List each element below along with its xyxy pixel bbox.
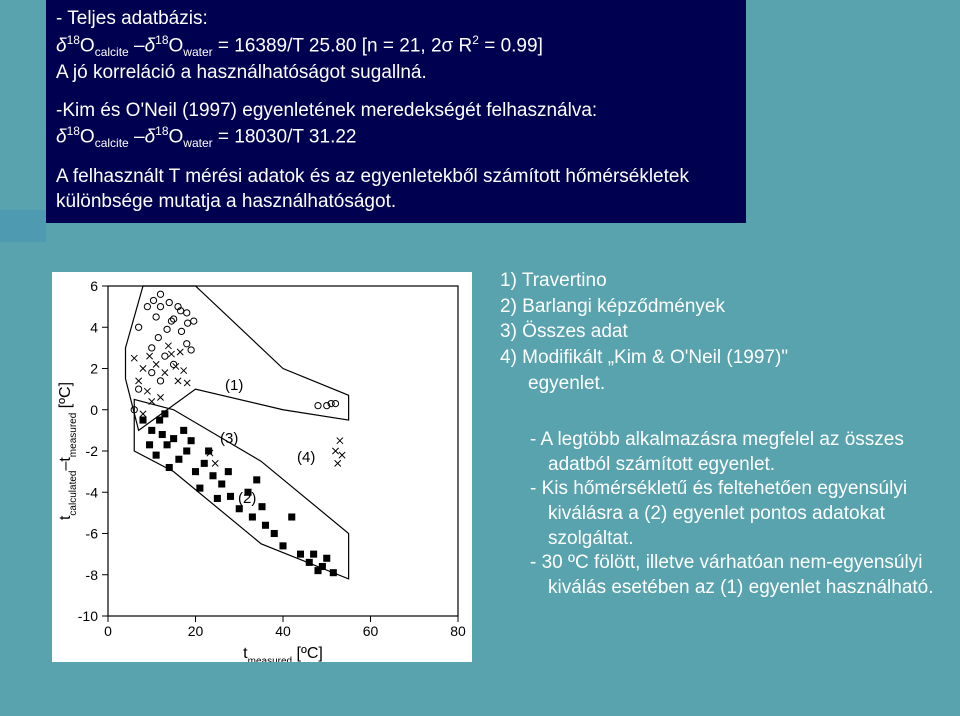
svg-text:-10: -10 (78, 608, 98, 624)
legend-item: 2) Barlangi képződmények (500, 294, 940, 320)
svg-text:-2: -2 (86, 443, 99, 459)
svg-text:(1): (1) (225, 377, 243, 394)
svg-text:tmeasured [ºC]: tmeasured [ºC] (243, 645, 323, 662)
line-4: A felhasznált T mérési adatok és az egye… (56, 164, 736, 215)
notes-block: - A legtöbb alkalmazásra megfelel az öss… (500, 428, 950, 601)
line-2: A jó korreláció a használhatóságot sugal… (56, 60, 736, 86)
note-item: - 30 ºC fölött, illetve várhatóan nem-eg… (500, 551, 950, 600)
svg-text:0: 0 (90, 402, 98, 418)
svg-text:-8: -8 (86, 567, 99, 583)
svg-text:40: 40 (275, 623, 291, 639)
svg-text:-4: -4 (86, 484, 99, 500)
svg-text:(2): (2) (238, 490, 256, 507)
svg-text:60: 60 (363, 623, 379, 639)
svg-text:(4): (4) (297, 449, 315, 466)
note-item: - A legtöbb alkalmazásra megfelel az öss… (500, 428, 950, 477)
svg-text:-6: -6 (86, 526, 99, 542)
equation-2: δ18Ocalcite –δ18Owater = 18030/T 31.22 (56, 123, 736, 151)
svg-text:20: 20 (188, 623, 204, 639)
svg-text:4: 4 (90, 319, 98, 335)
svg-text:2: 2 (90, 361, 98, 377)
svg-text:80: 80 (450, 623, 466, 639)
line-1: - Teljes adatbázis: (56, 6, 736, 32)
legend-item: egyenlet. (500, 371, 940, 397)
line-3: -Kim és O'Neil (1997) egyenletének mered… (56, 98, 736, 124)
legend-item: 3) Összes adat (500, 319, 940, 345)
note-item: - Kis hőmérsékletű és feltehetően egyens… (500, 477, 950, 551)
svg-text:tcalculated–tmeasured [ºC]: tcalculated–tmeasured [ºC] (57, 382, 79, 520)
equation-1: δ18Ocalcite –δ18Owater = 16389/T 25.80 [… (56, 32, 736, 60)
legend-item: 1) Travertino (500, 268, 940, 294)
svg-text:6: 6 (90, 278, 98, 294)
scatter-chart: 0204060806420-2-4-6-8-10tmeasured [ºC]tc… (52, 272, 472, 662)
svg-text:0: 0 (104, 623, 112, 639)
svg-text:(3): (3) (220, 430, 238, 447)
legend-item: 4) Modifikált „Kim & O'Neil (1997)" (500, 345, 940, 371)
chart-legend: 1) Travertino 2) Barlangi képződmények 3… (500, 268, 940, 396)
top-text-block: - Teljes adatbázis: δ18Ocalcite –δ18Owat… (46, 0, 746, 223)
left-accent-bar (0, 210, 46, 242)
